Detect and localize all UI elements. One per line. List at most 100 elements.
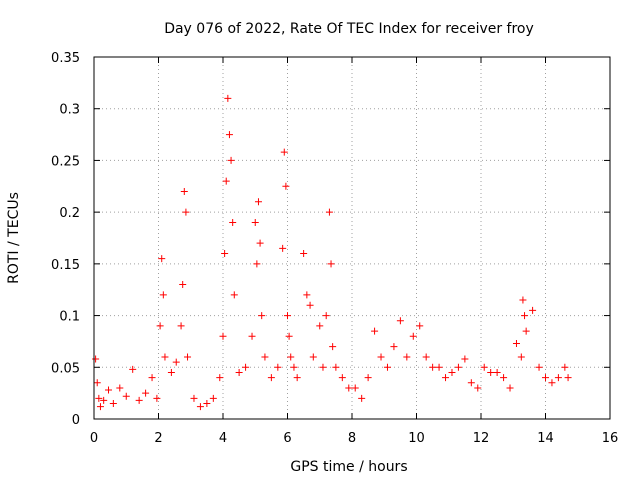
data-point [161, 353, 169, 361]
data-point [203, 399, 211, 407]
data-point [403, 353, 411, 361]
data-point [517, 353, 525, 361]
data-point [383, 363, 391, 371]
x-tick-label: 2 [154, 431, 162, 446]
data-point [274, 363, 282, 371]
data-point [190, 394, 198, 402]
data-point [256, 239, 264, 247]
data-point [319, 363, 327, 371]
data-point [177, 322, 185, 330]
data-point [167, 368, 175, 376]
x-tick-label: 12 [473, 431, 490, 446]
data-points [92, 94, 572, 411]
data-point [461, 355, 469, 363]
data-point [258, 312, 266, 320]
data-point [284, 312, 291, 320]
data-point [95, 394, 103, 402]
data-point [316, 322, 324, 330]
data-point [159, 291, 167, 299]
data-point [242, 363, 250, 371]
data-point [100, 396, 108, 404]
data-point [327, 260, 335, 268]
data-point [506, 384, 514, 392]
data-point [564, 374, 572, 382]
data-point [542, 374, 549, 382]
data-point [248, 332, 256, 340]
axis-ticks [93, 56, 611, 420]
x-tick-label: 14 [537, 431, 554, 446]
x-tick-label: 8 [348, 431, 356, 446]
data-point [105, 386, 113, 394]
data-point [184, 353, 192, 361]
data-point [535, 363, 543, 371]
data-point [261, 353, 269, 361]
data-point [561, 363, 569, 371]
x-tick-label: 0 [90, 431, 98, 446]
data-point [554, 374, 562, 382]
x-axis-title: GPS time / hours [290, 459, 407, 475]
grid-lines [94, 57, 610, 419]
y-tick-label: 0 [72, 413, 80, 428]
y-tick-label: 0.15 [51, 258, 80, 273]
data-point [182, 208, 190, 216]
data-point [306, 301, 314, 309]
data-point [96, 403, 104, 411]
chart-title: Day 076 of 2022, Rate Of TEC Index for r… [164, 21, 534, 37]
data-point [216, 374, 224, 382]
data-point [293, 374, 301, 382]
data-point [287, 353, 295, 361]
x-tick-label: 4 [219, 431, 227, 446]
data-point [129, 365, 137, 373]
data-point [309, 353, 317, 361]
data-point [227, 156, 235, 164]
data-point [253, 260, 261, 268]
data-point [345, 384, 353, 392]
data-point [442, 374, 450, 382]
data-point [332, 363, 340, 371]
x-tick-label: 16 [602, 431, 619, 446]
data-point [422, 353, 430, 361]
data-point [325, 208, 333, 216]
x-tick-label: 6 [283, 431, 291, 446]
data-point [390, 343, 398, 351]
y-tick-label: 0.25 [51, 154, 80, 169]
y-tick-label: 0.05 [51, 361, 80, 376]
data-point [254, 198, 262, 206]
data-point [548, 379, 556, 387]
data-point [521, 312, 529, 320]
data-point [172, 358, 180, 366]
data-point [219, 332, 227, 340]
y-tick-label: 0.3 [59, 103, 80, 118]
data-point [180, 187, 188, 195]
data-point [512, 339, 520, 347]
data-point [230, 291, 238, 299]
data-point [153, 394, 161, 402]
data-point [109, 399, 117, 407]
data-point [322, 312, 330, 320]
data-point [303, 291, 311, 299]
y-tick-label: 0.2 [59, 206, 80, 221]
data-point [351, 384, 359, 392]
data-point [300, 250, 308, 258]
data-point [480, 363, 488, 371]
y-tick-label: 0.1 [59, 310, 80, 325]
data-point [285, 332, 293, 340]
data-point [416, 322, 424, 330]
data-point [358, 394, 366, 402]
data-point [409, 332, 417, 340]
data-point [448, 368, 456, 376]
data-point [196, 403, 204, 411]
data-point [529, 306, 537, 314]
data-point [251, 218, 259, 226]
data-point [209, 394, 217, 402]
data-point [116, 384, 124, 392]
data-point [329, 343, 337, 351]
data-point [229, 218, 237, 226]
data-point [282, 182, 290, 190]
data-point [93, 379, 101, 387]
data-point [221, 250, 229, 258]
data-point [148, 374, 156, 382]
data-point [92, 355, 100, 363]
data-point [435, 363, 443, 371]
data-point [338, 374, 346, 382]
